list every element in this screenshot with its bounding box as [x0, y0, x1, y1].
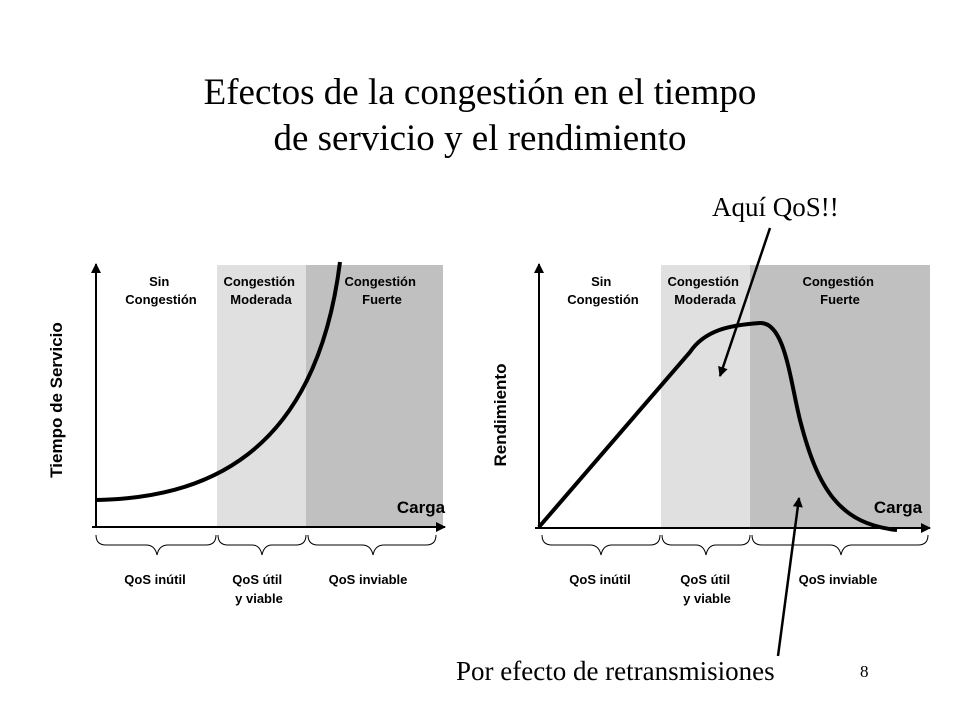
left-zone-label-heavy: Congestión Fuerte — [344, 274, 419, 307]
left-qos-label-unviable: QoS inviable — [329, 572, 408, 587]
left-x-axis-label: Carga — [397, 498, 446, 517]
left-zone-label-moderate: Congestión Moderada — [223, 274, 298, 307]
left-zone-label-no-congestion: Sin Congestión — [125, 274, 197, 307]
left-brace-2 — [217, 534, 307, 556]
right-zone-label-heavy: Congestión Fuerte — [802, 274, 877, 307]
left-qos-label-useless: QoS inútil — [124, 572, 185, 587]
slide-title: Efectos de la congestión en el tiempo de… — [80, 70, 880, 162]
right-qos-label-useful: QoS útil y viable — [680, 572, 733, 606]
right-brace-1 — [541, 534, 661, 556]
throughput-chart: Rendimiento Carga Sin Congestión Congest… — [491, 263, 931, 606]
right-y-axis-label: Rendimiento — [491, 364, 510, 467]
slide-title-line-1: Efectos de la congestión en el tiempo — [203, 72, 757, 113]
left-zone-moderate — [217, 265, 306, 527]
qos-here-callout: Aquí QoS!! — [712, 192, 839, 222]
service-time-curve — [95, 261, 342, 502]
right-qos-label-useless: QoS inútil — [569, 572, 630, 587]
right-zone-heavy — [750, 265, 930, 527]
right-zone-moderate — [661, 265, 750, 527]
retransmissions-callout: Por efecto de retransmisiones — [456, 656, 775, 686]
right-brace-3 — [751, 534, 929, 556]
retransmissions-arrow — [776, 497, 803, 657]
left-qos-label-useful: QoS útil y viable — [232, 572, 285, 606]
right-zone-label-moderate: Congestión Moderada — [667, 274, 742, 307]
service-time-chart: Tiempo de Servicio Carga Sin Congestión … — [47, 261, 446, 606]
slide-title-line-2: de servicio y el rendimiento — [273, 118, 687, 159]
left-brace-1 — [95, 534, 217, 556]
right-x-axis-label: Carga — [874, 498, 923, 517]
page-number: 8 — [860, 662, 869, 681]
right-brace-2 — [661, 534, 751, 556]
right-qos-label-unviable: QoS inviable — [799, 572, 878, 587]
right-zone-label-no-congestion: Sin Congestión — [567, 274, 639, 307]
left-brace-3 — [307, 534, 437, 556]
qos-here-arrow — [718, 227, 772, 377]
throughput-curve — [537, 320, 898, 532]
left-y-axis-label: Tiempo de Servicio — [47, 322, 66, 478]
left-zone-heavy — [306, 265, 443, 527]
